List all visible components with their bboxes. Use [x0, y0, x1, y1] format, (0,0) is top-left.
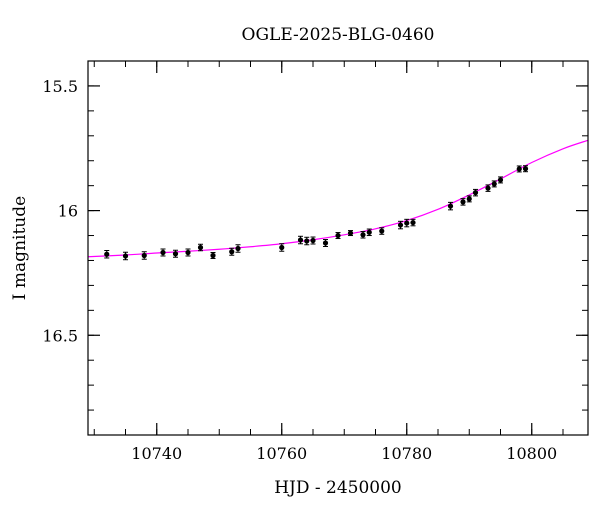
- point-marker: [491, 181, 497, 187]
- point-marker: [485, 185, 491, 191]
- data-point: [210, 251, 216, 259]
- data-point: [335, 232, 341, 240]
- point-marker: [104, 251, 110, 257]
- data-point: [229, 247, 235, 256]
- model-curve: [87, 139, 589, 258]
- point-marker: [141, 252, 147, 259]
- data-point: [279, 243, 285, 252]
- point-marker: [122, 253, 129, 259]
- point-marker: [360, 232, 366, 238]
- data-point: [404, 218, 410, 228]
- data-point: [466, 195, 472, 203]
- point-marker: [522, 166, 529, 172]
- x-axis-label: HJD - 2450000: [274, 478, 402, 498]
- data-point: [360, 231, 366, 239]
- data-point: [235, 244, 241, 253]
- point-marker: [279, 244, 285, 251]
- point-marker: [404, 220, 410, 226]
- point-marker: [197, 244, 204, 251]
- point-marker: [366, 229, 372, 235]
- point-marker: [472, 190, 479, 196]
- point-marker: [235, 245, 241, 252]
- data-point: [197, 243, 204, 252]
- point-marker: [460, 199, 466, 205]
- data-point: [160, 248, 166, 257]
- point-marker: [335, 232, 341, 239]
- point-marker: [304, 238, 310, 244]
- data-point: [122, 251, 129, 261]
- point-marker: [379, 228, 385, 234]
- point-marker: [322, 240, 329, 246]
- y-tick-labels: 15.5 16 16.5: [42, 77, 78, 345]
- data-point: [322, 239, 329, 248]
- data-point: [491, 180, 497, 188]
- point-marker: [397, 222, 404, 228]
- data-point: [304, 236, 310, 246]
- y-tick-label: 16.5: [42, 326, 78, 345]
- data-point: [516, 165, 522, 173]
- x-tick-label: 10740: [131, 444, 182, 463]
- y-tick-label: 15.5: [42, 77, 78, 96]
- point-marker: [210, 252, 216, 259]
- point-marker: [310, 237, 316, 244]
- data-point: [410, 218, 416, 227]
- data-point: [522, 165, 529, 173]
- y-axis-label: I magnitude: [10, 196, 30, 300]
- chart-title: OGLE-2025-BLG-0460: [242, 25, 435, 45]
- data-point: [497, 176, 504, 184]
- data-point: [397, 220, 404, 230]
- data-point: [460, 198, 466, 206]
- point-marker: [172, 251, 179, 257]
- data-points: [104, 165, 529, 261]
- data-point: [141, 251, 147, 260]
- data-point: [172, 249, 179, 258]
- point-marker: [410, 219, 416, 226]
- point-marker: [347, 230, 354, 236]
- major-ticks: [88, 61, 588, 435]
- point-marker: [297, 237, 304, 243]
- point-marker: [160, 249, 166, 256]
- data-point: [472, 188, 479, 197]
- data-point: [104, 249, 110, 259]
- data-point: [379, 227, 385, 235]
- x-tick-label: 10800: [506, 444, 557, 463]
- data-point: [366, 228, 372, 237]
- x-tick-label: 10760: [256, 444, 307, 463]
- data-point: [297, 235, 304, 245]
- point-marker: [229, 249, 235, 255]
- point-marker: [185, 249, 191, 256]
- x-tick-labels: 10740 10760 10780 10800: [131, 444, 557, 463]
- y-tick-label: 16: [58, 202, 78, 221]
- data-point: [347, 230, 354, 237]
- point-marker: [516, 166, 522, 172]
- point-marker: [466, 196, 472, 202]
- minor-ticks: [88, 60, 588, 436]
- x-tick-label: 10780: [381, 444, 432, 463]
- point-marker: [497, 177, 504, 183]
- data-point: [185, 248, 191, 257]
- plot-frame: [87, 60, 589, 436]
- data-point: [310, 236, 316, 245]
- point-marker: [447, 203, 454, 209]
- data-point: [447, 201, 454, 211]
- data-point: [485, 184, 491, 192]
